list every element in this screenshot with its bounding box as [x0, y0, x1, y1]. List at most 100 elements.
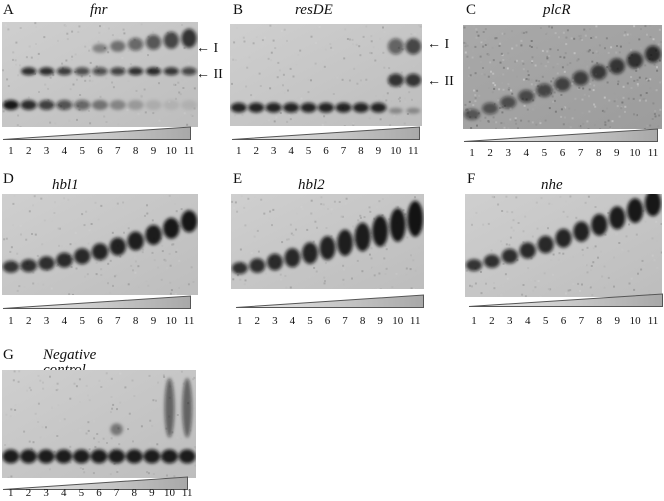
lane-number: 4	[524, 315, 531, 327]
gel-band	[181, 28, 197, 48]
lane-number: 2	[25, 145, 32, 157]
lane-number: 9	[150, 145, 157, 157]
lane-number: 8	[131, 487, 138, 499]
lane-number: 11	[409, 315, 421, 327]
lane-number: 2	[25, 315, 32, 327]
gel-band	[406, 107, 421, 114]
gel-band	[388, 107, 403, 114]
gel-noise	[3, 194, 198, 295]
gel-band	[37, 449, 55, 464]
gel-band	[20, 100, 37, 110]
lane-number: 1	[8, 487, 14, 499]
gel-band	[128, 67, 144, 76]
band-label-i: ← I	[427, 37, 450, 52]
gel-band	[609, 206, 626, 230]
gel-band	[537, 235, 554, 254]
lane-numbers: 1 2 3 4 5 6 7 8 9 10 11	[465, 314, 662, 328]
gel-band	[389, 208, 406, 242]
panel-title: plcR	[543, 2, 571, 18]
gel-band	[573, 221, 590, 242]
gel-band	[38, 256, 55, 271]
concentration-wedge	[2, 126, 191, 140]
gel-band	[501, 248, 518, 264]
gel-band	[352, 102, 369, 113]
gel-band	[519, 242, 536, 259]
gel-band	[405, 73, 422, 87]
lane-number: 2	[253, 145, 259, 157]
lane-number: 7	[340, 145, 347, 157]
lane-number: 3	[43, 145, 50, 157]
gel-band	[127, 100, 144, 110]
gel-image	[2, 370, 196, 478]
lane-number: 11	[647, 147, 659, 159]
gel-band	[318, 102, 334, 113]
lane-number: 8	[358, 145, 364, 157]
lane-number: 7	[113, 487, 120, 499]
gel-band	[181, 100, 198, 110]
gel-image	[230, 24, 422, 126]
gel-band	[302, 242, 318, 264]
lane-number: 10	[165, 145, 177, 157]
lane-number: 10	[164, 487, 175, 499]
gel-band	[161, 449, 178, 464]
lane-number: 5	[78, 487, 85, 499]
lane-number: 4	[61, 315, 68, 327]
gel-band	[300, 102, 317, 113]
gel-band	[354, 222, 371, 252]
concentration-wedge	[2, 295, 191, 309]
lane-number: 9	[149, 487, 155, 499]
gel-band	[73, 449, 90, 464]
gel-band	[21, 67, 37, 76]
panel-letter: G	[3, 347, 14, 363]
gel-band	[163, 67, 179, 76]
lane-number: 6	[559, 147, 566, 159]
gel-band	[164, 378, 175, 438]
wedge-shape	[463, 128, 658, 142]
lane-number: 2	[25, 487, 32, 499]
gel-band	[283, 102, 300, 113]
wedge-shape	[2, 126, 191, 140]
gel-band	[626, 52, 643, 69]
gel-band	[110, 40, 126, 52]
lane-number: 10	[390, 145, 402, 157]
gel-band	[108, 449, 125, 464]
gel-band	[591, 213, 608, 236]
panel-letter: F	[467, 171, 476, 187]
lane-number: 6	[324, 315, 331, 327]
gel-band	[38, 67, 55, 76]
gel-bands	[2, 210, 198, 273]
gel-image	[2, 22, 198, 127]
gel-band	[180, 210, 198, 233]
lane-number: 11	[183, 315, 195, 327]
gel-band	[145, 100, 162, 110]
lane-number: 3	[272, 315, 278, 327]
gel-band	[90, 449, 108, 464]
gel-band	[405, 38, 422, 55]
lane-number: 1	[471, 315, 477, 327]
gel-image	[463, 25, 662, 129]
lane-number: 5	[79, 315, 85, 327]
gel-band	[56, 67, 72, 76]
gel-band	[627, 198, 644, 223]
wedge-shape	[2, 295, 191, 309]
gel-band	[163, 217, 180, 239]
gel-image	[2, 194, 198, 295]
gel-band	[319, 236, 336, 260]
gel-band	[56, 252, 73, 268]
panel-title: hbl1	[52, 177, 79, 193]
gel-band	[464, 108, 480, 120]
gel-band	[387, 73, 404, 87]
gel-noise	[2, 22, 196, 127]
gel-band	[555, 228, 572, 248]
gel-band	[145, 34, 162, 50]
lane-number: 9	[377, 315, 383, 327]
panel-title: fnr	[90, 2, 108, 18]
panel-letter: D	[3, 171, 14, 187]
lane-number: 11	[183, 145, 195, 157]
gel-band	[92, 67, 108, 76]
gel-band	[370, 102, 387, 113]
lane-number: 11	[408, 145, 419, 157]
gel-band	[335, 102, 352, 113]
panel-title: hbl2	[298, 177, 325, 193]
gel-band	[145, 67, 162, 76]
